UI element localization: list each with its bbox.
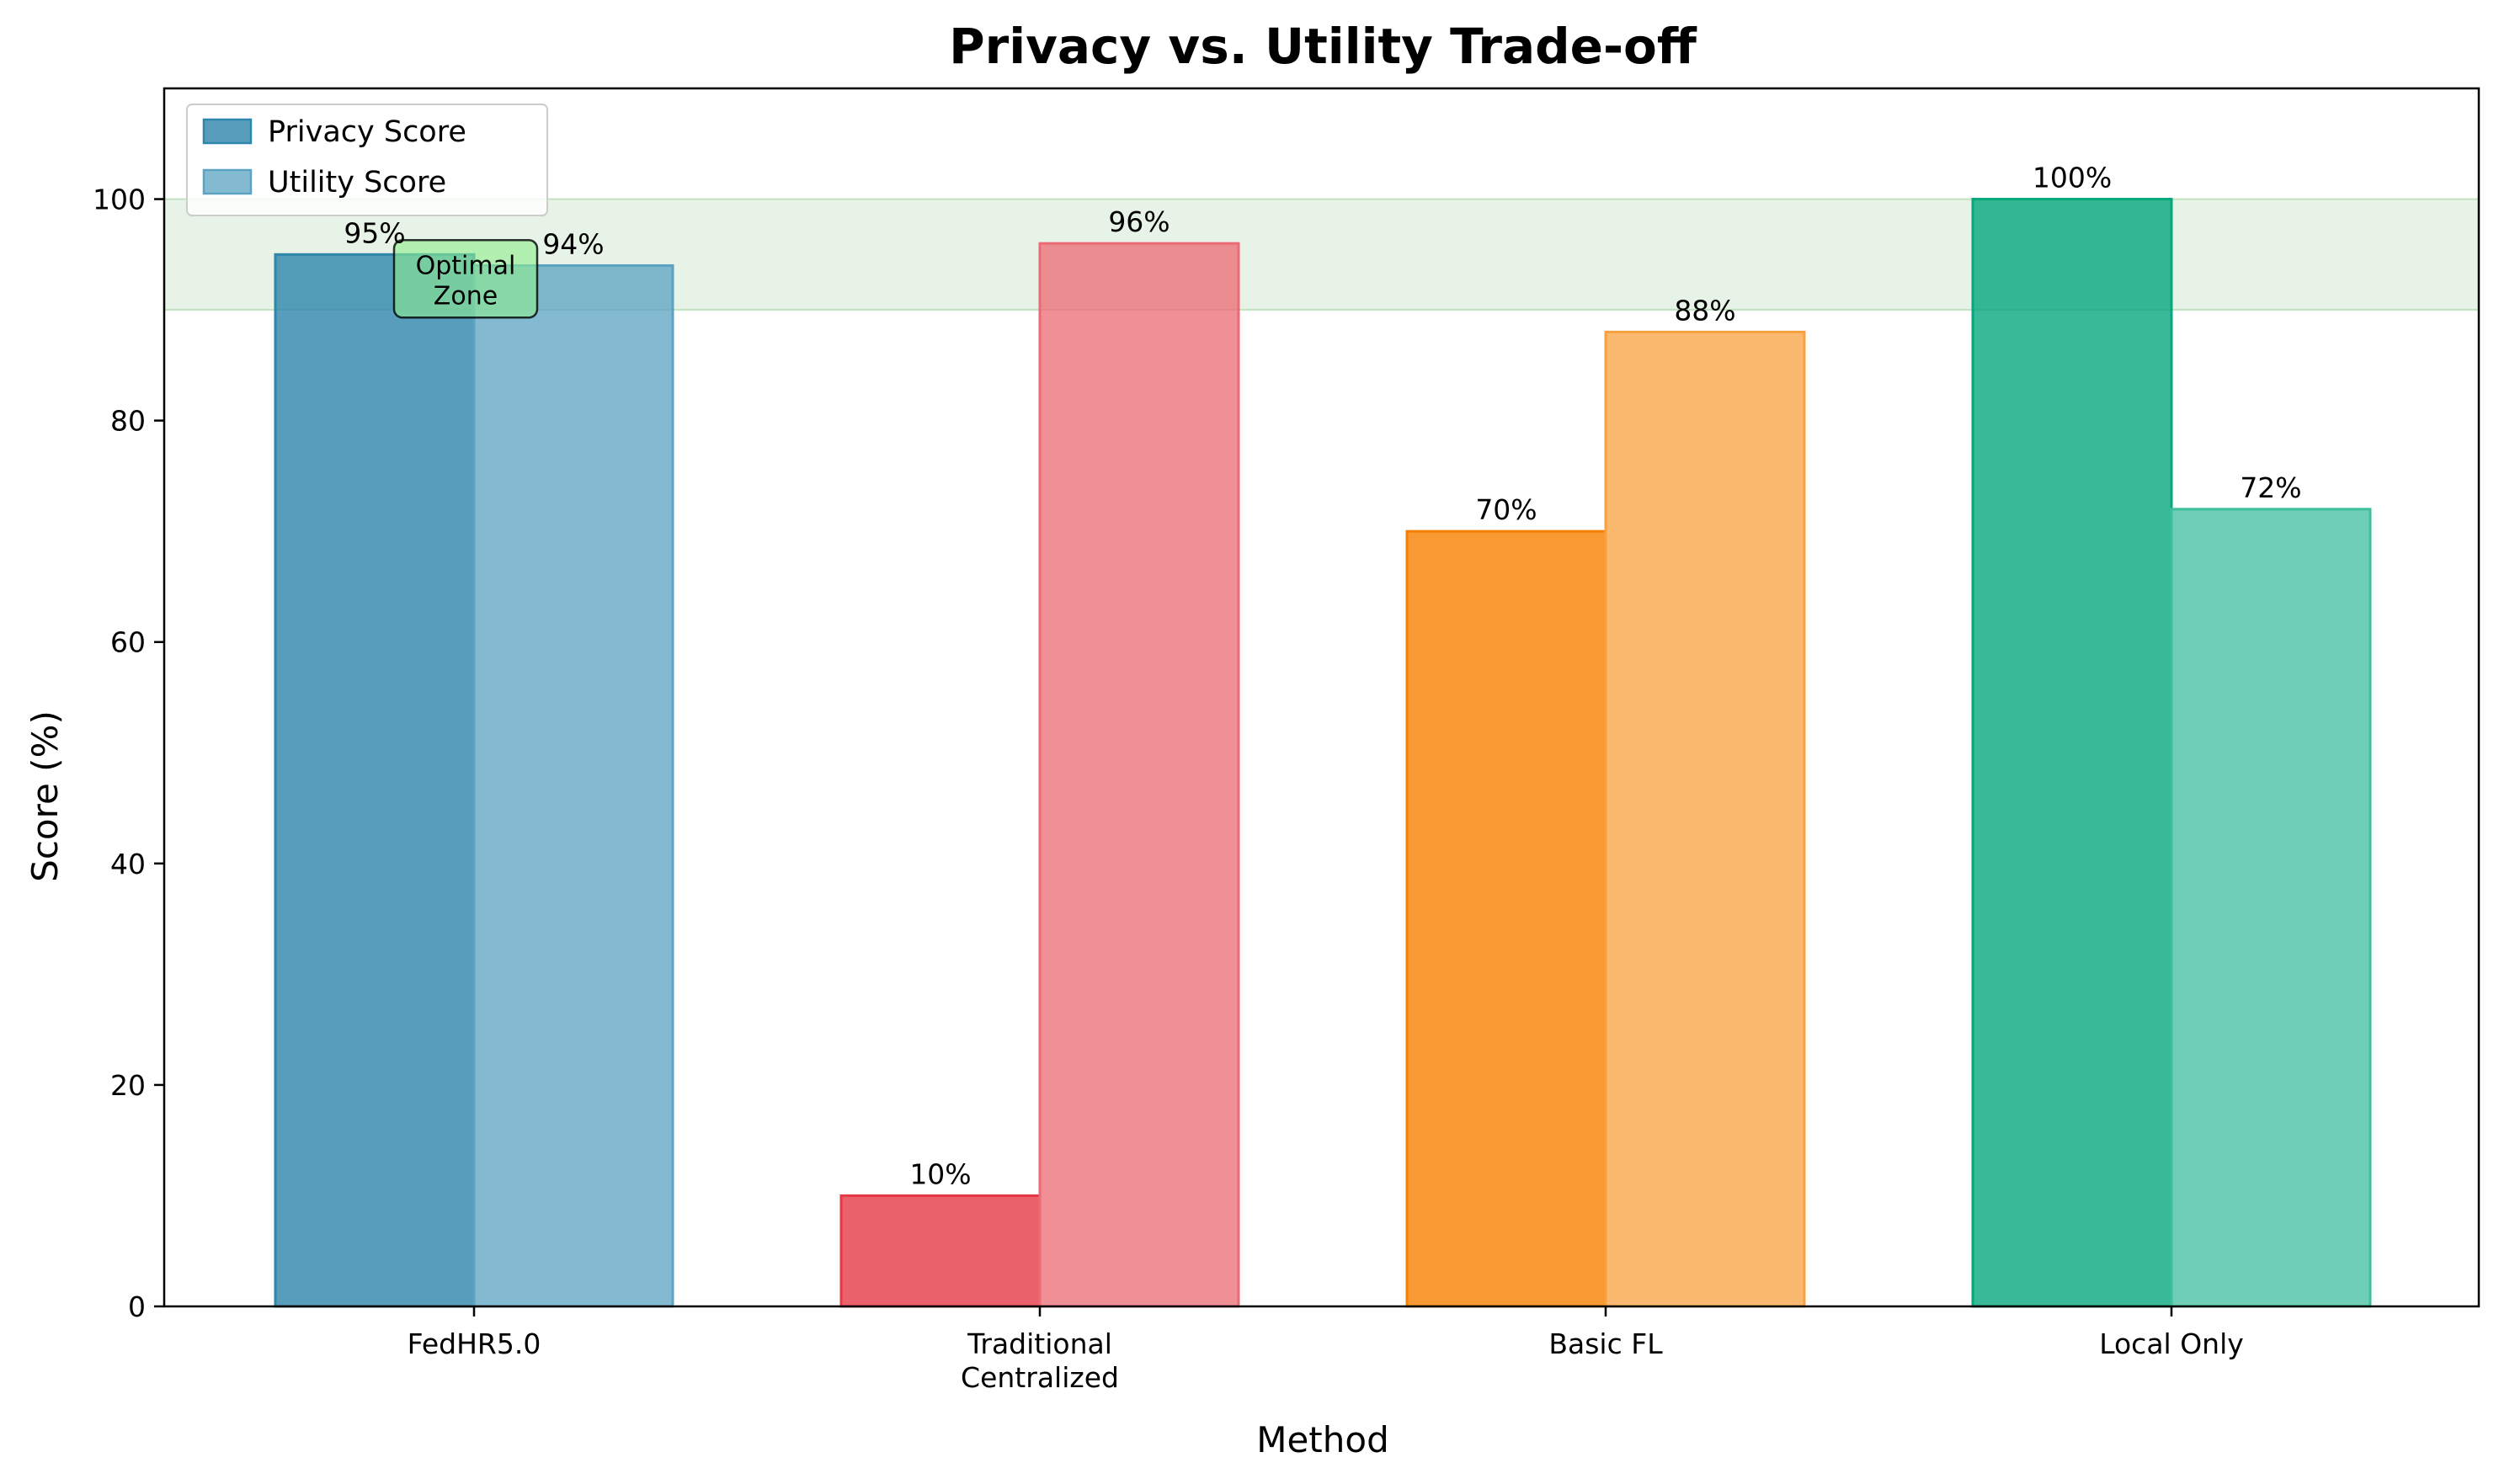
bar-value-label: 88% (1674, 294, 1735, 327)
bar-value-label: 70% (1475, 493, 1537, 526)
legend-box (186, 104, 548, 216)
y-axis-title: Score (%) (24, 710, 66, 882)
y-tick-label: 0 (128, 1290, 146, 1323)
y-tick-label: 40 (110, 848, 146, 880)
bar-utility-3 (2170, 508, 2372, 1308)
x-axis-title: Method (1256, 1419, 1389, 1460)
optimal-zone-annotation-text: Zone (434, 281, 498, 311)
chart-title: Privacy vs. Utility Trade-off (949, 18, 1697, 75)
plot-frame (163, 87, 2480, 1308)
bar-privacy-0 (274, 253, 476, 1308)
y-tick-label: 20 (110, 1069, 146, 1102)
legend-swatch-utility (202, 168, 253, 195)
x-tick-label: Centralized (961, 1361, 1119, 1394)
legend-label: Privacy Score (268, 115, 466, 149)
y-tick-label: 60 (110, 626, 146, 659)
y-tick-label: 80 (110, 405, 146, 438)
y-tick-label: 100 (93, 184, 146, 216)
bar-value-label: 94% (542, 227, 604, 260)
bar-value-label: 96% (1108, 205, 1170, 238)
optimal-zone-annotation-text: Optimal (416, 251, 516, 280)
bar-privacy-3 (1971, 198, 2173, 1308)
bar-utility-1 (1038, 242, 1240, 1308)
legend-label: Utility Score (268, 166, 446, 199)
bar-value-label: 10% (909, 1157, 971, 1190)
bar-value-label: 100% (2033, 162, 2112, 194)
x-tick-label: Traditional (967, 1327, 1112, 1360)
legend-swatch-privacy (202, 118, 253, 145)
bar-privacy-2 (1405, 529, 1607, 1308)
bar-value-label: 72% (2240, 471, 2301, 504)
bar-value-label: 95% (344, 216, 405, 249)
x-tick-label: Local Only (2099, 1327, 2244, 1360)
optimal-zone-annotation-box (392, 239, 539, 319)
bar-privacy-1 (839, 1194, 1042, 1308)
bar-utility-0 (472, 263, 674, 1308)
x-tick-label: Basic FL (1548, 1327, 1663, 1360)
x-tick-label: FedHR5.0 (408, 1327, 541, 1360)
bar-utility-2 (1604, 330, 1806, 1308)
